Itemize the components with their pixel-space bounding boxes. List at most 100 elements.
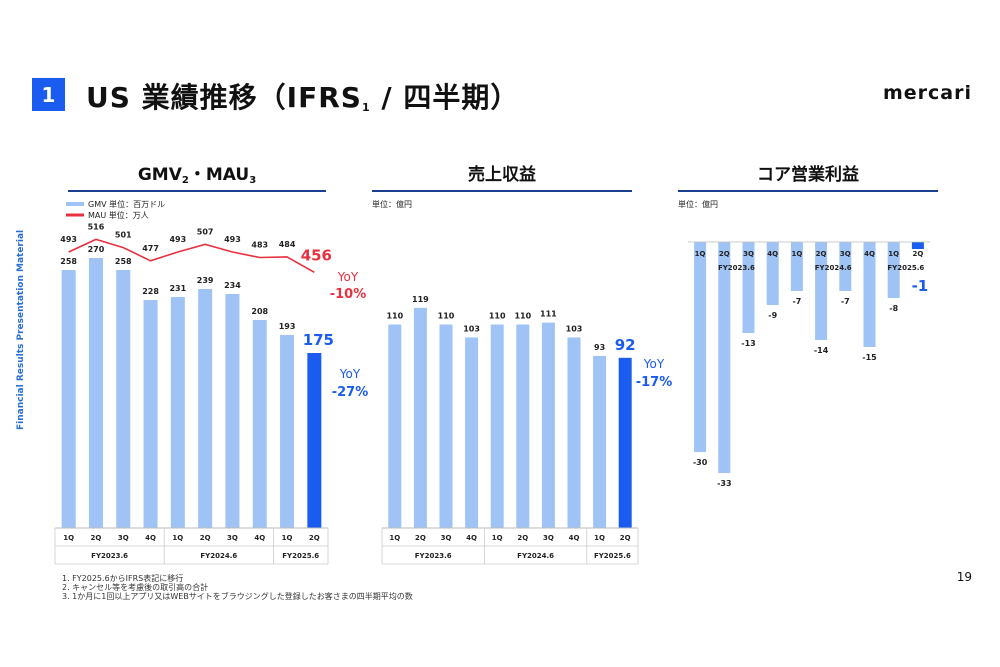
core-op-tick-label: 4Q	[864, 250, 875, 258]
mercari-logo: mercari	[882, 82, 972, 104]
revenue-fy-label: FY2024.6	[517, 552, 554, 560]
core-op-bar	[766, 242, 779, 305]
revenue-bar	[593, 355, 607, 528]
gmv-data-label: 270	[88, 245, 105, 254]
revenue-tick-label: 3Q	[441, 534, 452, 542]
gmv-tick-label: 1Q	[172, 534, 183, 542]
core-op-tick-label: 3Q	[840, 250, 851, 258]
mau-data-label: 484	[279, 240, 296, 249]
revenue-unit-label: 単位：億円	[372, 199, 412, 209]
gmv-bar	[252, 320, 267, 528]
core-op-unit-label: 単位：億円	[678, 199, 718, 209]
core-op-data-label: -33	[717, 479, 731, 488]
gmv-data-label: 193	[279, 322, 296, 331]
gmv-tick-label: 3Q	[227, 534, 238, 542]
core-op-tick-label: 1Q	[791, 250, 802, 258]
revenue-tick-label: 4Q	[569, 534, 580, 542]
mau-data-label: 507	[197, 227, 214, 236]
gmv-tick-label: 4Q	[145, 534, 156, 542]
revenue-data-label: 103	[463, 324, 480, 333]
revenue-chart-title: 売上収益	[468, 165, 536, 185]
core-op-tick-label: 2Q	[912, 250, 923, 258]
revenue-data-label: 92	[615, 336, 636, 354]
gmv-fy-label: FY2025.6	[282, 552, 319, 560]
gmv-bar	[170, 297, 185, 528]
core-op-data-label: -14	[814, 346, 829, 355]
core-op-bar	[815, 242, 828, 340]
revenue-fy-label: FY2025.6	[594, 552, 631, 560]
core-op-fy-label: FY2024.6	[815, 264, 852, 272]
gmv-tick-label: 1Q	[282, 534, 293, 542]
revenue-bar	[541, 322, 555, 528]
gmv-bar	[225, 294, 240, 528]
gmv-bar	[116, 270, 131, 528]
core-op-data-label: -13	[741, 339, 755, 348]
revenue-tick-label: 3Q	[543, 534, 554, 542]
gmv-tick-label: 4Q	[254, 534, 265, 542]
revenue-data-label: 110	[438, 312, 455, 321]
core-op-tick-label: 2Q	[816, 250, 827, 258]
gmv-tick-label: 2Q	[309, 534, 320, 542]
mau-data-label: 483	[251, 241, 268, 250]
core-op-tick-label: 4Q	[767, 250, 778, 258]
revenue-data-label: 111	[540, 310, 557, 319]
core-op-bar	[718, 242, 731, 473]
core-op-bar	[887, 242, 900, 298]
revenue-yoy-value: -17%	[636, 375, 673, 390]
mau-data-label: 456	[301, 246, 332, 264]
core-op-tick-label: 1Q	[888, 250, 899, 258]
core-op-chart-rule	[678, 190, 938, 192]
revenue-tick-label: 4Q	[466, 534, 477, 542]
revenue-tick-label: 1Q	[389, 534, 400, 542]
revenue-fy-label: FY2023.6	[415, 552, 452, 560]
gmv-mau-chart-title: GMV2・MAU3	[137, 165, 257, 186]
gmv-yoy-value: -27%	[332, 385, 369, 400]
footnote: 3. 1か月に1回以上アプリ又はWEBサイトをブラウジングした登録したお客さまの…	[62, 592, 413, 601]
page-number: 19	[956, 570, 972, 584]
gmv-data-label: 208	[251, 307, 268, 316]
core-op-bar	[790, 242, 803, 291]
mau-line	[68, 238, 315, 274]
gmv-fy-label: FY2024.6	[200, 552, 237, 560]
legend-gmv-label: GMV 単位：百万ドル	[88, 199, 165, 209]
gmv-chart-rule	[68, 190, 326, 192]
revenue-yoy-label: YoY	[643, 357, 665, 371]
mau-data-label: 493	[224, 235, 241, 244]
mau-data-label: 493	[169, 235, 186, 244]
gmv-bar	[280, 335, 295, 528]
gmv-data-label: 258	[115, 257, 132, 266]
core-op-data-label: -8	[889, 304, 898, 313]
core-op-bar	[911, 242, 924, 249]
revenue-data-label: 103	[566, 324, 583, 333]
gmv-data-label: 234	[224, 281, 241, 290]
core-op-data-label: -7	[792, 297, 801, 306]
revenue-bar	[388, 324, 402, 528]
mau-yoy-value: -10%	[330, 287, 367, 302]
revenue-tick-label: 2Q	[415, 534, 426, 542]
section-badge: 1	[32, 78, 65, 111]
mau-data-label: 477	[142, 244, 159, 253]
gmv-data-label: 239	[197, 276, 214, 285]
footnote: 1. FY2025.6からIFRS表記に移行	[62, 574, 184, 583]
core-op-tick-label: 1Q	[695, 250, 706, 258]
gmv-data-label: 231	[169, 284, 186, 293]
core-op-bar	[742, 242, 755, 333]
revenue-bar	[413, 307, 427, 528]
gmv-data-label: 175	[303, 331, 334, 349]
gmv-tick-label: 1Q	[63, 534, 74, 542]
core-op-chart-title: コア営業利益	[757, 165, 859, 185]
revenue-bar	[439, 324, 453, 528]
revenue-data-label: 110	[514, 312, 531, 321]
revenue-data-label: 110	[489, 312, 506, 321]
core-op-tick-label: 3Q	[743, 250, 754, 258]
gmv-bar	[198, 289, 213, 528]
core-op-data-label: -1	[912, 277, 929, 295]
core-op-data-label: -9	[768, 311, 777, 320]
revenue-tick-label: 1Q	[492, 534, 503, 542]
revenue-bar	[567, 337, 581, 528]
footnote: 2. キャンセル等を考慮後の取引高の合計	[62, 583, 209, 592]
gmv-data-label: 258	[60, 257, 77, 266]
revenue-chart-rule	[372, 190, 632, 192]
mau-data-label: 493	[60, 235, 77, 244]
